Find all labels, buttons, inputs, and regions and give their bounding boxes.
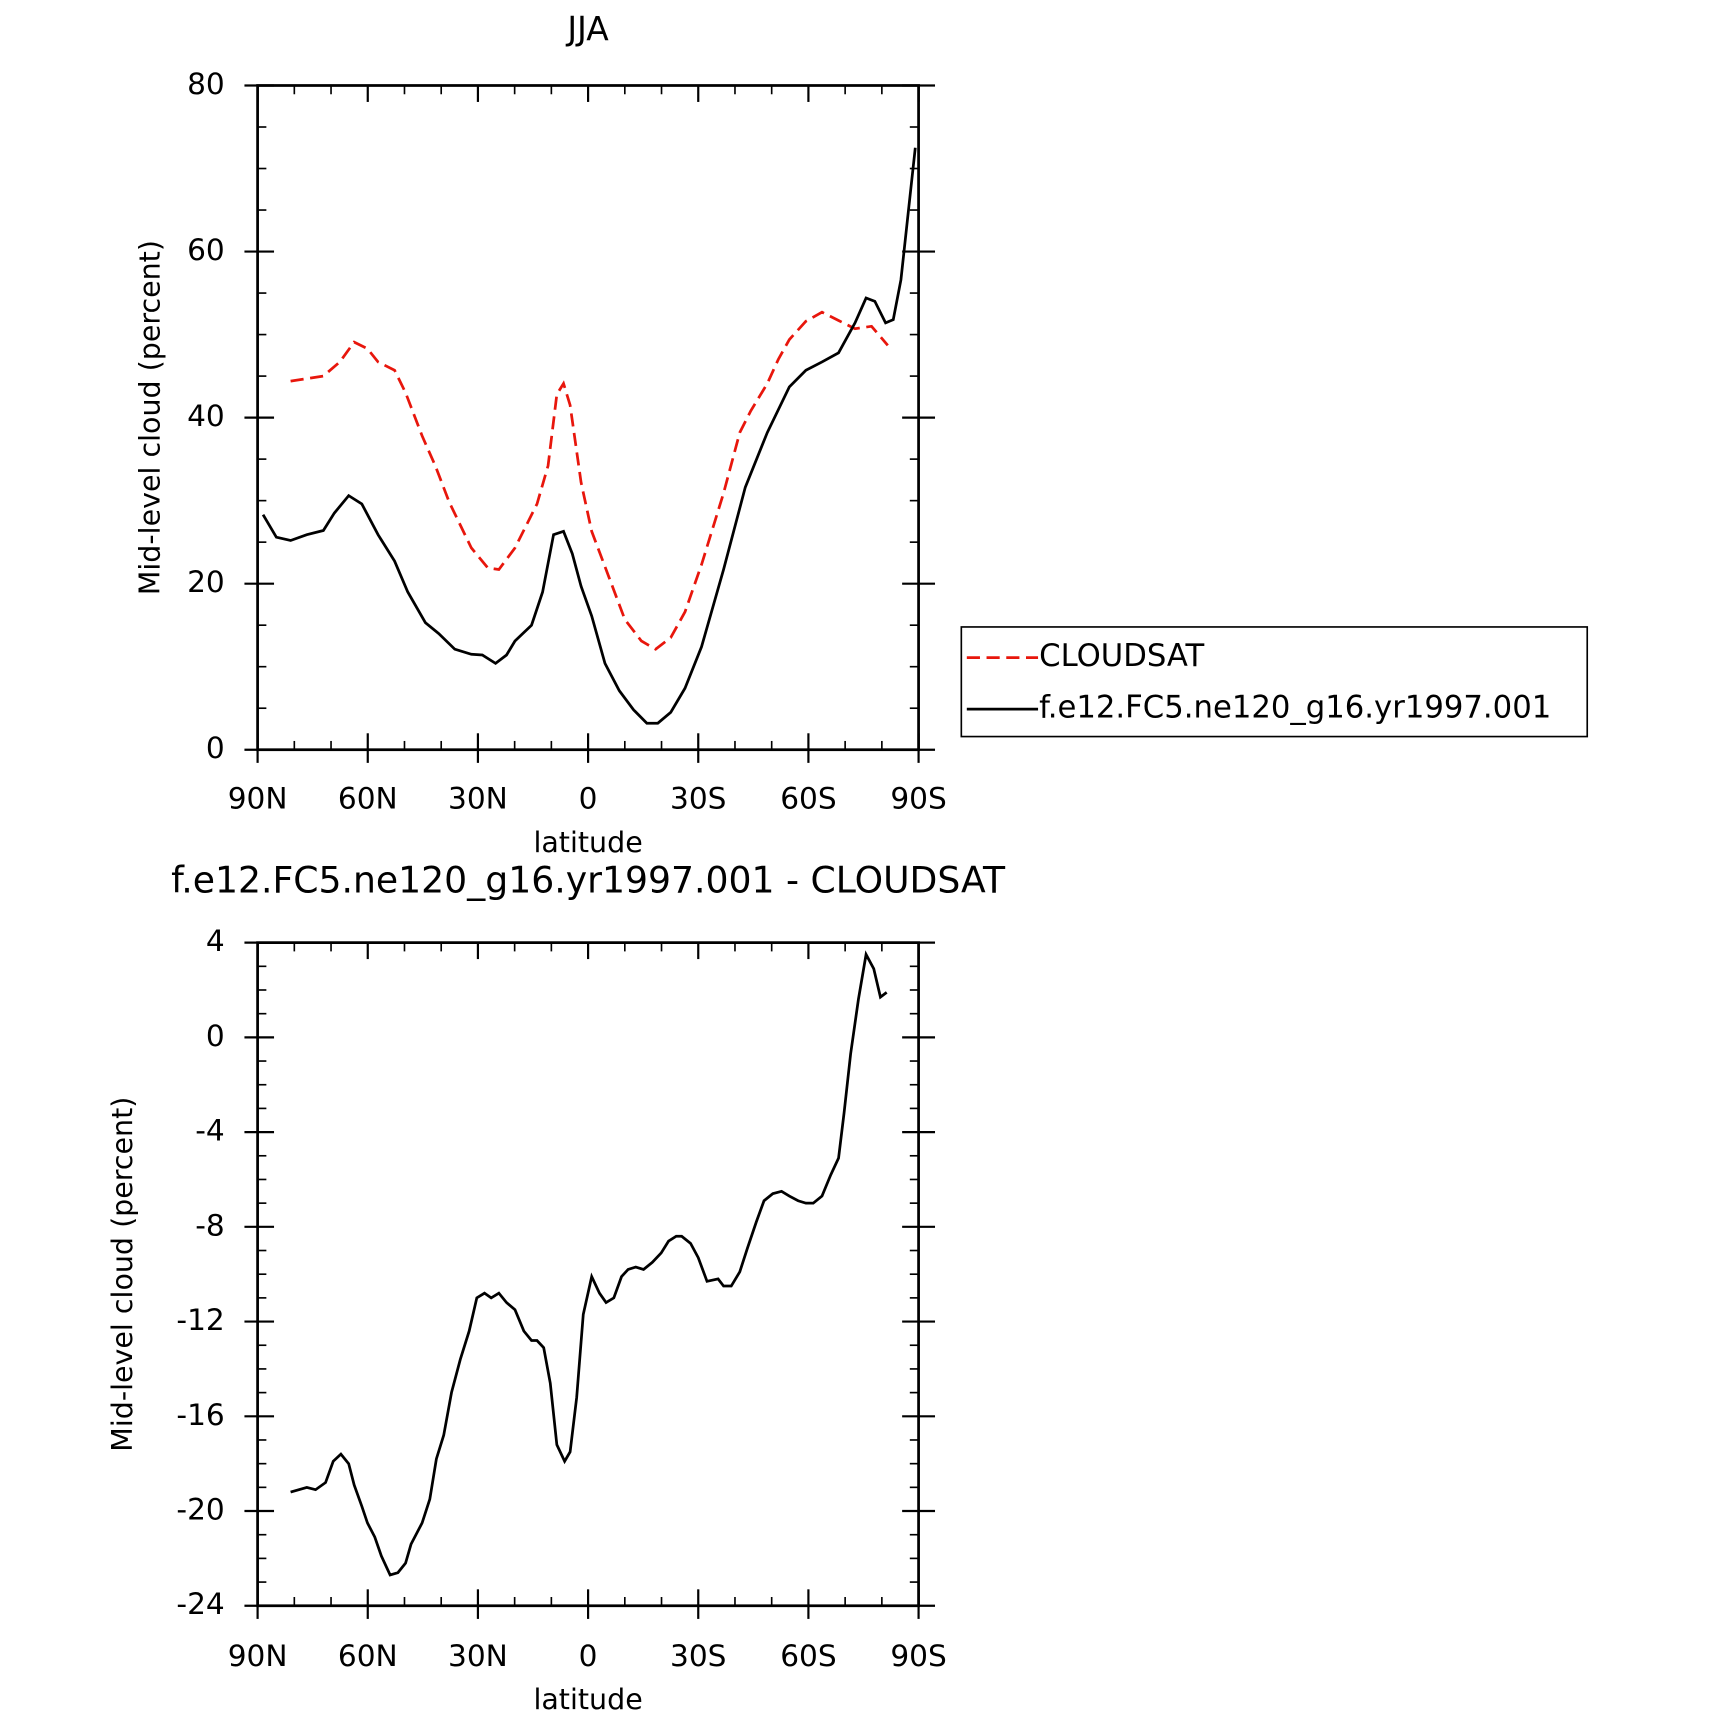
y-tick-label: 80 — [187, 67, 225, 101]
x-tick-label: 90S — [890, 1639, 946, 1673]
x-tick-label: 60N — [338, 782, 398, 816]
legend-label: f.e12.FC5.ne120_g16.yr1997.001 — [1039, 691, 1551, 726]
legend-box — [960, 626, 1589, 738]
x-tick-label: 90S — [890, 782, 946, 816]
y-tick-label: -4 — [195, 1114, 225, 1148]
y-tick-label: 40 — [187, 399, 225, 433]
series-line — [290, 950, 888, 1577]
series-line — [290, 310, 889, 651]
y-tick-label: -12 — [176, 1303, 224, 1337]
y-tick-label: -20 — [176, 1493, 224, 1527]
chart-title: f.e12.FC5.ne120_g16.yr1997.001 - CLOUDSA… — [171, 858, 1006, 901]
x-tick-label: 60S — [780, 1639, 836, 1673]
chart-title: JJA — [565, 9, 609, 48]
plot-frame — [256, 941, 920, 1608]
x-tick-label: 90N — [228, 782, 288, 816]
y-tick-label: -24 — [176, 1587, 224, 1621]
plot-frame — [256, 84, 920, 752]
y-axis-label: Mid-level cloud (percent) — [106, 1097, 139, 1452]
y-tick-label: 4 — [206, 924, 225, 958]
y-axis-label: Mid-level cloud (percent) — [133, 240, 166, 595]
y-tick-label: 0 — [206, 1019, 225, 1053]
x-tick-label: 0 — [579, 1639, 598, 1673]
series-line — [261, 147, 917, 725]
y-tick-label: -16 — [176, 1398, 224, 1432]
x-tick-label: 0 — [579, 782, 598, 816]
x-tick-label: 30S — [670, 1639, 726, 1673]
y-tick-label: 0 — [206, 731, 225, 765]
x-tick-label: 30S — [670, 782, 726, 816]
x-tick-label: 60S — [780, 782, 836, 816]
y-tick-label: 60 — [187, 233, 225, 267]
y-tick-label: 20 — [187, 565, 225, 599]
x-tick-label: 30N — [448, 1639, 508, 1673]
x-axis-label: latitude — [533, 826, 642, 859]
x-tick-label: 90N — [228, 1639, 288, 1673]
x-tick-label: 60N — [338, 1639, 398, 1673]
x-tick-label: 30N — [448, 782, 508, 816]
legend-label: CLOUDSAT — [1039, 639, 1204, 674]
x-axis-label: latitude — [533, 1683, 642, 1716]
y-tick-label: -8 — [195, 1208, 225, 1242]
